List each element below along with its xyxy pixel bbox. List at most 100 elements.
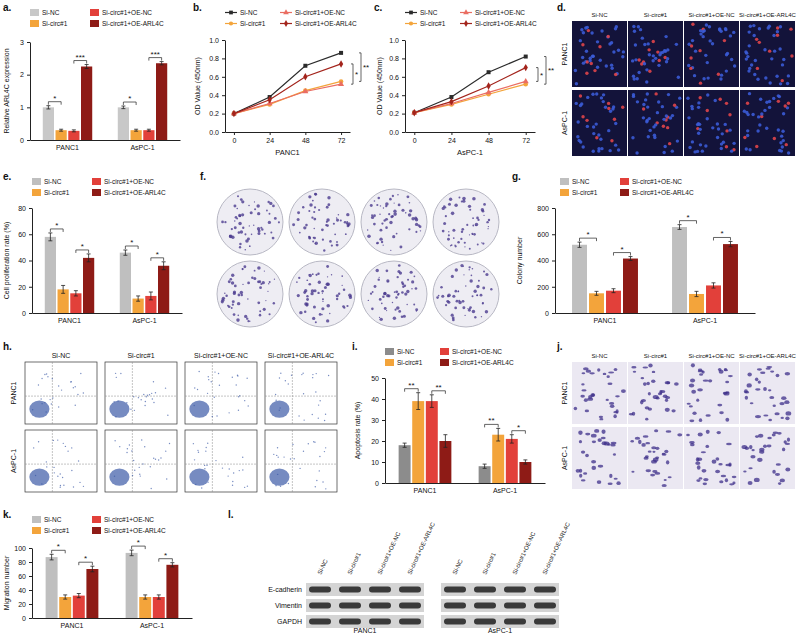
colony xyxy=(469,248,471,250)
tick-mark xyxy=(552,261,555,262)
legend-swatch xyxy=(440,359,449,366)
migrated-cell xyxy=(578,431,582,435)
event xyxy=(312,414,313,415)
x-axis: PANC1AsPC-1 xyxy=(33,314,183,324)
row-label: AsPC-1 xyxy=(10,449,17,473)
colony xyxy=(257,281,260,284)
edu-nucleus xyxy=(746,102,749,105)
error-bar xyxy=(695,291,699,296)
lane-label: Si-circ#1+OE-ARL4C xyxy=(541,521,571,576)
tick-mark xyxy=(552,208,555,209)
nucleus xyxy=(721,132,724,135)
migrated-cell xyxy=(724,369,728,371)
nucleus xyxy=(748,44,751,47)
x-axis-tick: 72 xyxy=(338,132,346,144)
nucleus xyxy=(696,150,699,153)
event xyxy=(216,415,217,416)
legend-label: Si-circ#1+OE-NC xyxy=(104,178,154,185)
edu-nucleus xyxy=(777,100,780,103)
blot-strip xyxy=(306,615,424,628)
band xyxy=(444,619,466,625)
y-axis-tick: 0.8 xyxy=(209,55,225,62)
colony xyxy=(327,276,328,277)
nucleus xyxy=(726,52,729,55)
bar xyxy=(506,439,518,483)
legend-label: Si-circ#1 xyxy=(44,527,70,534)
colony xyxy=(390,250,391,251)
colony xyxy=(309,203,312,206)
event xyxy=(325,413,326,414)
colony xyxy=(266,210,268,212)
nucleus xyxy=(600,96,603,99)
colony xyxy=(306,298,309,301)
migrated-cell xyxy=(705,445,709,448)
colony xyxy=(308,195,311,198)
migrated-cell xyxy=(703,478,708,481)
nucleus xyxy=(574,69,577,72)
tick-label: 0.0 xyxy=(389,129,399,136)
nucleus xyxy=(612,50,615,53)
migrated-cell xyxy=(581,451,585,454)
marker xyxy=(486,82,490,89)
line-chart: c.Si-NCSi-circ#1Si-circ#1+OE-NCSi-circ#1… xyxy=(374,2,554,157)
y-axis-tick: 80 xyxy=(18,559,32,566)
marker xyxy=(339,51,343,55)
edu-nucleus xyxy=(607,35,610,38)
legend-item: Si-circ#1 xyxy=(225,20,266,27)
edu-nucleus xyxy=(784,104,787,107)
nucleus xyxy=(658,53,661,56)
event xyxy=(214,371,215,372)
colony xyxy=(317,272,319,274)
colony xyxy=(403,315,406,318)
migrated-cell xyxy=(671,409,675,412)
nucleus xyxy=(706,76,709,79)
colony xyxy=(347,224,349,226)
tick-mark xyxy=(27,75,30,76)
colony xyxy=(490,288,492,290)
tick-mark xyxy=(29,590,32,591)
event xyxy=(279,410,280,411)
edu-nucleus xyxy=(598,45,601,48)
colony xyxy=(334,233,336,235)
transwell: j.Si-NCSi-circ#1Si-circ#1+OE-NCSi-circ#1… xyxy=(556,341,797,489)
tick-label: 0.4 xyxy=(389,92,399,99)
colony xyxy=(346,305,348,307)
tick-mark xyxy=(451,132,452,135)
event xyxy=(52,397,53,398)
colony xyxy=(397,194,399,196)
y-axis-line xyxy=(32,209,33,314)
nucleus xyxy=(675,43,678,46)
event xyxy=(117,400,118,401)
error-bar xyxy=(87,254,91,262)
image-cell xyxy=(265,430,337,492)
nucleus xyxy=(576,120,579,123)
colony xyxy=(321,228,324,231)
line xyxy=(234,81,341,113)
event xyxy=(65,446,66,447)
migrated-cell xyxy=(674,382,679,385)
edu-nucleus xyxy=(689,67,692,70)
error-bar xyxy=(510,435,514,443)
bar xyxy=(589,293,604,313)
plot-area xyxy=(399,393,532,483)
event xyxy=(113,401,114,402)
nucleus xyxy=(690,105,693,108)
tick-mark xyxy=(222,58,225,59)
y-axis-tick: 20 xyxy=(18,601,32,608)
edu-nucleus xyxy=(773,137,776,140)
colony xyxy=(401,291,404,294)
edu-nucleus xyxy=(666,126,669,129)
event xyxy=(242,469,243,470)
colony xyxy=(225,294,227,296)
migrated-cell xyxy=(658,392,662,395)
colony xyxy=(233,290,236,293)
flow-plot xyxy=(25,362,97,424)
event xyxy=(49,399,50,400)
migrated-cell xyxy=(594,429,599,433)
bar xyxy=(131,130,142,140)
legend: Si-NCSi-circ#1Si-circ#1+OE-NCSi-circ#1+O… xyxy=(560,178,694,196)
colony xyxy=(401,209,404,212)
migrated-cell xyxy=(725,418,729,422)
nucleus xyxy=(599,138,602,141)
migrated-cell xyxy=(751,449,754,451)
